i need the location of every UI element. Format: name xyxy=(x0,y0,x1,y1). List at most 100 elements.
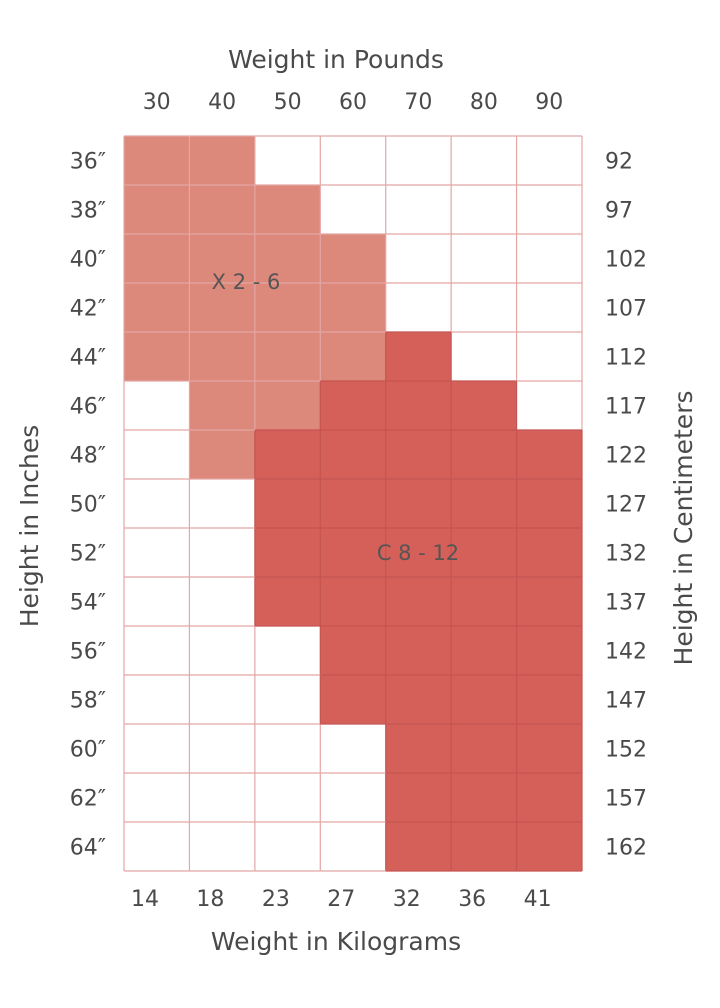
grid-cell xyxy=(189,675,255,724)
grid-cell xyxy=(516,822,583,871)
inch-tick-label: 50″ xyxy=(70,493,106,518)
inch-tick-label: 64″ xyxy=(70,836,106,861)
grid-cell xyxy=(451,773,517,822)
grid-cell xyxy=(451,577,517,626)
inch-tick-label: 54″ xyxy=(70,591,106,616)
centimeter-tick-label: 147 xyxy=(605,689,647,714)
grid-cell xyxy=(451,283,517,332)
grid-cell xyxy=(189,185,255,234)
kilogram-tick-label: 14 xyxy=(131,887,159,912)
grid-cell xyxy=(254,234,321,283)
centimeter-tick-label: 152 xyxy=(605,738,647,763)
inch-tick-label: 62″ xyxy=(70,787,106,812)
grid-cell xyxy=(516,430,583,479)
grid-cell xyxy=(516,724,583,773)
inch-tick-label: 48″ xyxy=(70,444,106,469)
kilogram-tick-label: 27 xyxy=(327,887,355,912)
grid-lines xyxy=(123,135,583,872)
grid-cell xyxy=(320,283,386,332)
right-axis-title: Height in Centimeters xyxy=(669,391,698,666)
grid-cell xyxy=(385,381,452,430)
grid-cell xyxy=(189,822,255,871)
grid-cell xyxy=(320,479,386,528)
grid-cell xyxy=(124,332,190,381)
grid-cell xyxy=(385,675,452,724)
kilogram-tick-label: 18 xyxy=(196,887,224,912)
centimeter-tick-label: 102 xyxy=(605,248,647,273)
centimeter-tick-label: 137 xyxy=(605,591,647,616)
grid-cell xyxy=(254,675,321,724)
grid-cell xyxy=(385,773,452,822)
grid-cell xyxy=(516,332,583,381)
pound-tick-label: 50 xyxy=(274,90,302,115)
grid-cell xyxy=(451,136,517,185)
grid-cell xyxy=(254,626,321,675)
grid-cell xyxy=(124,626,190,675)
grid-cell xyxy=(254,724,321,773)
inch-tick-label: 52″ xyxy=(70,542,106,567)
grid-cell xyxy=(254,773,321,822)
grid-cell xyxy=(254,283,321,332)
grid-cell xyxy=(124,773,190,822)
grid-cell xyxy=(385,283,452,332)
grid-cell xyxy=(254,528,321,577)
inch-tick-label: 36″ xyxy=(70,150,106,175)
grid-cell xyxy=(254,381,321,430)
grid-cell xyxy=(516,528,583,577)
centimeter-tick-label: 122 xyxy=(605,444,647,469)
grid-cell xyxy=(189,577,255,626)
centimeter-tick-label: 107 xyxy=(605,297,647,322)
pound-tick-labels: 30 40 50 60 70 80 90 xyxy=(143,90,564,115)
grid-cell xyxy=(516,185,583,234)
grid-cells xyxy=(124,136,583,871)
top-axis-title: Weight in Pounds xyxy=(228,45,444,74)
grid-cell xyxy=(451,430,517,479)
pound-tick-label: 60 xyxy=(339,90,367,115)
grid-cell xyxy=(320,724,386,773)
grid-cell xyxy=(516,773,583,822)
grid-cell xyxy=(516,675,583,724)
grid-cell xyxy=(451,381,517,430)
grid-cell xyxy=(124,724,190,773)
grid-cell xyxy=(124,430,190,479)
inch-tick-labels: 36″ 38″ 40″ 42″ 44″ 46″ 48″ 50″ 52″ 54″ 56″ 58″ 60″ 6… xyxy=(70,150,106,861)
centimeter-tick-label: 92 xyxy=(605,150,633,175)
grid-cell xyxy=(451,234,517,283)
kilogram-tick-label: 41 xyxy=(524,887,552,912)
pound-tick-label: 90 xyxy=(535,90,563,115)
grid-cell xyxy=(385,724,452,773)
grid-cell xyxy=(451,822,517,871)
centimeter-tick-label: 112 xyxy=(605,346,647,371)
grid-cell xyxy=(320,381,386,430)
grid-cell xyxy=(320,626,386,675)
grid-cell xyxy=(320,773,386,822)
kilogram-tick-label: 23 xyxy=(262,887,290,912)
grid-cell xyxy=(516,283,583,332)
grid-cell xyxy=(189,724,255,773)
grid-cell xyxy=(254,822,321,871)
grid-cell xyxy=(124,283,190,332)
grid-cell xyxy=(516,626,583,675)
grid-cell xyxy=(254,577,321,626)
grid-cell xyxy=(385,430,452,479)
grid-cell xyxy=(516,136,583,185)
inch-tick-label: 38″ xyxy=(70,199,106,224)
grid-cell xyxy=(320,675,386,724)
grid-cell xyxy=(320,332,386,381)
grid-cell xyxy=(320,577,386,626)
grid-cell xyxy=(385,822,452,871)
inch-tick-label: 58″ xyxy=(70,689,106,714)
centimeter-tick-label: 162 xyxy=(605,836,647,861)
inch-tick-label: 42″ xyxy=(70,297,106,322)
inch-tick-label: 60″ xyxy=(70,738,106,763)
grid-cell xyxy=(385,528,452,577)
centimeter-tick-label: 157 xyxy=(605,787,647,812)
inch-tick-label: 44″ xyxy=(70,346,106,371)
grid-cell xyxy=(124,577,190,626)
grid-cell xyxy=(516,234,583,283)
grid-cell xyxy=(254,136,321,185)
grid-cell xyxy=(451,675,517,724)
pound-tick-label: 80 xyxy=(470,90,498,115)
centimeter-tick-label: 97 xyxy=(605,199,633,224)
centimeter-tick-label: 127 xyxy=(605,493,647,518)
